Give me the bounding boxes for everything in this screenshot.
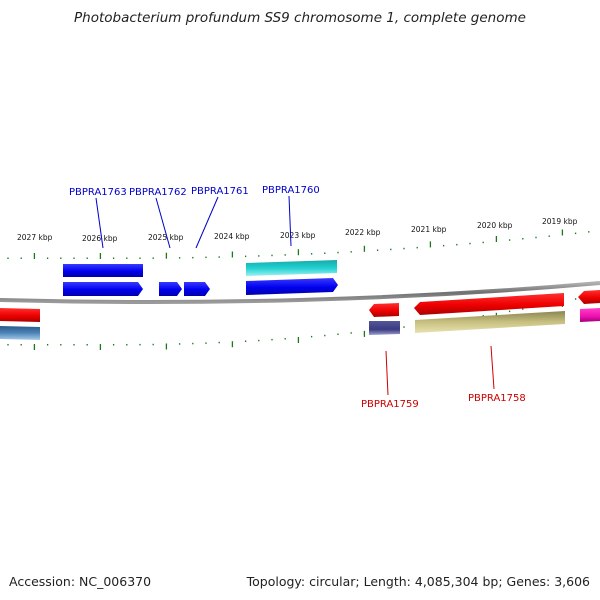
gene-pbpra1759[interactable] (369, 303, 399, 317)
scale-label-2025: 2025 kbp (148, 233, 184, 242)
leader-pbpra1761 (195, 196, 219, 249)
gene-navy-outer[interactable] (369, 321, 400, 335)
forward-gene-labels: PBPRA1763 PBPRA1762 PBPRA1761 PBPRA1760 (69, 185, 320, 249)
accession-text: Accession: NC_006370 (9, 574, 152, 589)
gene-pbpra1758[interactable] (414, 293, 564, 315)
gene-steel-left-edge[interactable] (0, 326, 40, 340)
leader-pbpra1758 (490, 345, 495, 390)
gene-olive-outer[interactable] (415, 311, 565, 333)
gene-cyan-outer[interactable] (246, 260, 337, 276)
scale-label-2020: 2020 kbp (477, 221, 513, 230)
gene-red-right-edge[interactable] (578, 290, 600, 304)
scale-label-2019: 2019 kbp (542, 217, 578, 226)
label-pbpra1760[interactable]: PBPRA1760 (262, 185, 320, 196)
scale-label-2026: 2026 kbp (82, 234, 118, 243)
scale-label-2023: 2023 kbp (280, 231, 316, 240)
label-pbpra1761[interactable]: PBPRA1761 (191, 186, 249, 197)
scale-label-2024: 2024 kbp (214, 232, 250, 241)
chromosome-backbone (0, 281, 600, 304)
label-pbpra1759[interactable]: PBPRA1759 (361, 399, 419, 410)
scale-label-2022: 2022 kbp (345, 228, 381, 237)
gene-pbpra1762[interactable] (159, 282, 182, 296)
upper-tick-track (7, 229, 590, 259)
map-title: Photobacterium profundum SS9 chromosome … (74, 10, 526, 26)
leader-pbpra1762 (155, 197, 171, 249)
leader-pbpra1760 (288, 195, 292, 247)
gene-pbpra1763[interactable] (63, 282, 143, 296)
scale-label-2021: 2021 kbp (411, 225, 447, 234)
leader-pbpra1759 (385, 350, 389, 396)
gene-magenta-right-edge[interactable] (580, 308, 600, 322)
gene-blue-outer[interactable] (63, 264, 143, 277)
label-pbpra1763[interactable]: PBPRA1763 (69, 187, 127, 198)
label-pbpra1758[interactable]: PBPRA1758 (468, 393, 526, 404)
scale-labels: 2027 kbp 2026 kbp 2025 kbp 2024 kbp 2023… (17, 217, 578, 243)
scale-label-2027: 2027 kbp (17, 233, 53, 242)
genome-summary-text: Topology: circular; Length: 4,085,304 bp… (246, 574, 590, 589)
leader-pbpra1763 (95, 197, 104, 249)
label-pbpra1762[interactable]: PBPRA1762 (129, 187, 187, 198)
reverse-gene-labels: PBPRA1759 PBPRA1758 (361, 345, 526, 410)
gene-red-left-edge[interactable] (0, 308, 40, 322)
gene-pbpra1760[interactable] (246, 278, 338, 295)
gene-pbpra1761[interactable] (184, 282, 210, 296)
